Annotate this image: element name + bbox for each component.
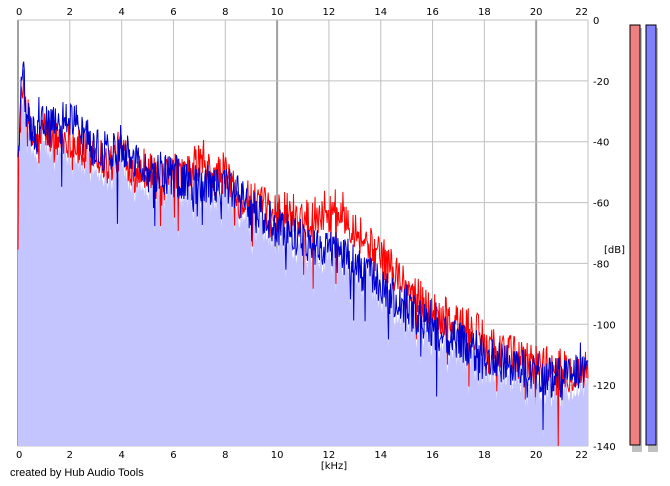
x-tick-label-bottom: 4 <box>118 450 124 461</box>
x-tick-label-bottom: 8 <box>222 450 228 461</box>
y-tick-label: -80 <box>593 259 609 270</box>
fill-area <box>18 78 588 456</box>
series-line-blue <box>17 61 589 431</box>
x-tick-label-top: 18 <box>478 7 491 18</box>
x-tick-label-top: 8 <box>222 7 228 18</box>
y-tick-label: -100 <box>593 320 616 331</box>
meter-red <box>629 24 641 446</box>
spectrum-fill <box>18 78 588 456</box>
x-tick-label-bottom: 20 <box>530 450 543 461</box>
x-tick-label-top: 20 <box>530 7 543 18</box>
x-tick-label-bottom: 2 <box>67 450 73 461</box>
x-tick-label-bottom: 16 <box>426 450 439 461</box>
x-tick-label-top: 16 <box>426 7 439 18</box>
x-tick-label-top: 4 <box>118 7 124 18</box>
x-tick-label-bottom: 18 <box>478 450 491 461</box>
x-axis-label: [kHz] <box>321 461 347 472</box>
x-tick-label-top: 6 <box>170 7 176 18</box>
y-tick-labels: 0 -20 -40 -60 -80 -100 -120 -140 <box>593 16 616 453</box>
y-axis-label: [dB] <box>604 245 625 256</box>
x-tick-label-bottom: 10 <box>271 450 284 461</box>
x-tick-label-top: 0 <box>16 7 22 18</box>
x-tick-label-top: 14 <box>374 7 387 18</box>
x-tick-label-top: 22 <box>575 7 588 18</box>
x-tick-label-bottom: 6 <box>170 450 176 461</box>
x-tick-label-top: 10 <box>271 7 284 18</box>
y-tick-label: -60 <box>593 199 609 210</box>
x-tick-label-bottom: 22 <box>575 450 588 461</box>
y-tick-label: -120 <box>593 381 616 392</box>
meter-blue <box>645 24 657 446</box>
level-meters <box>629 24 658 452</box>
x-tick-label-top: 2 <box>67 7 73 18</box>
credit-text: created by Hub Audio Tools <box>10 467 144 479</box>
x-tick-label-bottom: 12 <box>323 450 336 461</box>
y-tick-label: 0 <box>593 16 599 27</box>
y-tick-label: -140 <box>593 442 616 453</box>
x-tick-label-top: 12 <box>323 7 336 18</box>
y-tick-label: -40 <box>593 138 609 149</box>
series-lines <box>17 61 589 447</box>
x-tick-label-bottom: 0 <box>16 450 22 461</box>
x-tick-label-bottom: 14 <box>374 450 387 461</box>
y-tick-label: -20 <box>593 77 609 88</box>
